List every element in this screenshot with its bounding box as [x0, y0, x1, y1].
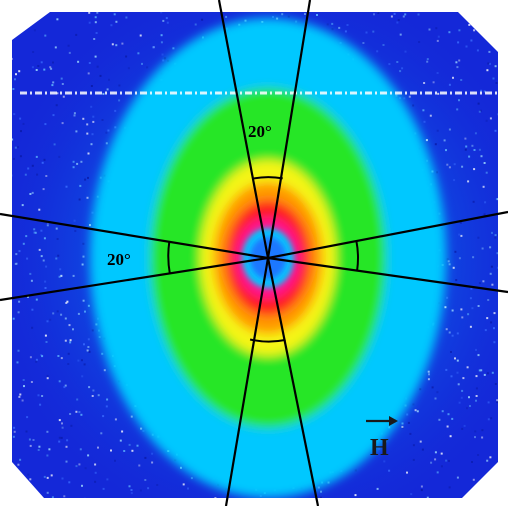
- bottom-angle-arc: [249, 338, 286, 343]
- field-vector: H: [366, 416, 398, 461]
- right-angle-arc: [355, 240, 359, 271]
- left-angle-arc: [167, 241, 171, 275]
- vertical-sector-line-left: [217, 0, 270, 259]
- horizontal-sector-line-lower-left: [0, 256, 269, 302]
- vertical-sector-line-bottom-left: [224, 257, 270, 506]
- field-label: H: [370, 435, 389, 461]
- vertical-angle-label: 20°: [248, 122, 272, 141]
- top-angle-arc: [252, 176, 283, 180]
- vertical-sector-line-right: [266, 0, 312, 259]
- horizontal-sector-line-upper-right: [267, 210, 508, 260]
- horizontal-sector-line-lower-right: [267, 256, 508, 294]
- horizontal-sector-line-upper-left: [0, 212, 269, 260]
- angle-arcs: [167, 176, 359, 343]
- horizontal-angle-label: 20°: [107, 250, 131, 269]
- vertical-sector-line-bottom-right: [266, 257, 320, 506]
- right-arrow-icon: [366, 416, 398, 426]
